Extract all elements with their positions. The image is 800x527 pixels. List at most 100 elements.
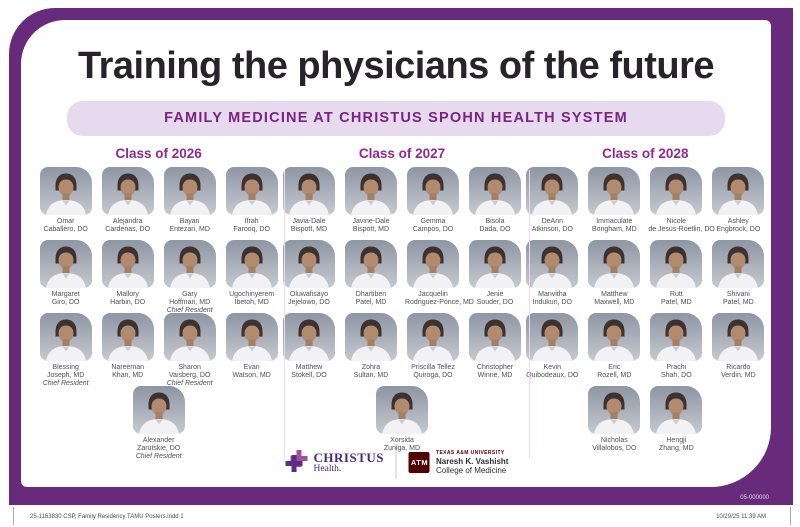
person-last-name: Rodriguez-Ponce, MD (404, 299, 474, 306)
person-card: Shivani Patel, MD (710, 240, 766, 307)
person-role: Chief Resident (135, 453, 182, 460)
person-photo (588, 386, 641, 434)
person-card: Gemma Campos, DO (405, 167, 461, 234)
headshot-placeholder-icon (406, 167, 459, 215)
person-card: Evan Watson, MD (224, 313, 280, 380)
person-last-name: Joseph, MD (46, 372, 85, 379)
tamu-wordmark: TEXAS A&M UNIVERSITY Naresh K. Vashisht … (436, 450, 508, 475)
person-row: DeAnn Atkinson, DO Immaculate Bongham, M… (524, 167, 767, 240)
person-photo (406, 240, 459, 288)
person-photo (344, 313, 397, 361)
headshot-placeholder-icon (468, 240, 521, 288)
headshot-placeholder-icon (526, 240, 579, 288)
person-first-name: Xorsida (390, 437, 414, 444)
headshot-placeholder-icon (712, 167, 765, 215)
person-last-name: Cardenas, DO (105, 226, 151, 233)
logo-divider (395, 445, 397, 479)
person-last-name: Bispott, MD (352, 226, 390, 233)
person-role: Chief Resident (166, 307, 213, 314)
person-photo (526, 240, 579, 288)
print-slug-timestamp: 10/29/25 11:39 AM (716, 514, 766, 520)
person-card: Matthew Maxwell, MD (586, 240, 642, 307)
headshot-placeholder-icon (101, 313, 154, 361)
person-first-name: Shivani (726, 291, 750, 298)
headshot-placeholder-icon (163, 167, 216, 215)
headshot-placeholder-icon (712, 313, 765, 361)
headshot-placeholder-icon (588, 313, 641, 361)
christus-wordmark: CHRISTUS Health. (314, 451, 384, 474)
person-first-name: Nicholas (600, 437, 628, 444)
person-first-name: Jacquelin (418, 291, 448, 298)
person-last-name: Campos, DO (412, 226, 454, 233)
person-row: Javia-Dale Bispott, MD Javine-Dale Bispo… (280, 167, 523, 240)
person-last-name: Jejelowo, DO (288, 299, 330, 306)
person-first-name: Zohra (361, 364, 381, 371)
poster-background: Training the physicians of the future FA… (9, 8, 793, 505)
person-photo (163, 167, 216, 215)
headshot-placeholder-icon (101, 167, 154, 215)
class-heading: Class of 2028 (602, 146, 689, 161)
headshot-placeholder-icon (406, 313, 459, 361)
person-card: Nicholas Villalobos, DO (586, 386, 642, 453)
person-last-name: Engbrock, DO (716, 226, 761, 233)
person-row: Nicholas Villalobos, DO Hengji Zhang, MD (524, 386, 767, 459)
class-heading: Class of 2026 (115, 146, 202, 161)
person-photo (650, 386, 703, 434)
crop-mark (790, 507, 791, 525)
person-photo (650, 313, 703, 361)
class-rows: Javia-Dale Bispott, MD Javine-Dale Bispo… (280, 167, 523, 459)
person-card: Hengji Zhang, MD (648, 386, 704, 453)
person-last-name: Watson, MD (232, 372, 271, 379)
person-card: Jacquelin Rodriguez-Ponce, MD (404, 240, 474, 307)
person-last-name: Villalobos, DO (592, 445, 637, 452)
person-last-name: Souder, DO (476, 299, 514, 306)
person-photo (101, 167, 154, 215)
person-card: Javia-Dale Bispott, MD (281, 167, 337, 234)
headshot-placeholder-icon (588, 240, 641, 288)
person-first-name: Nareeman (111, 364, 144, 371)
headshot-placeholder-icon (526, 167, 579, 215)
person-first-name: Sharon (178, 364, 201, 371)
person-card: Manvitha Indukuri, DO (524, 240, 580, 307)
person-first-name: Nicole (666, 218, 687, 225)
headshot-placeholder-icon (39, 240, 92, 288)
person-photo (375, 386, 428, 434)
person-first-name: Omar (56, 218, 75, 225)
person-last-name: Harbin, DO (110, 299, 146, 306)
person-first-name: Oluwafisayo (289, 291, 329, 298)
christus-word: CHRISTUS (313, 449, 384, 465)
person-card: Eric Rozell, MD (586, 313, 642, 380)
person-last-name: Stokell, DO (291, 372, 327, 379)
person-card: Ashley Engbrock, DO (710, 167, 766, 234)
headshot-placeholder-icon (526, 313, 579, 361)
person-photo (406, 167, 459, 215)
person-photo (588, 167, 641, 215)
headshot-placeholder-icon (588, 167, 641, 215)
person-photo (650, 240, 703, 288)
headshot-placeholder-icon (282, 240, 335, 288)
person-card: Jenie Souder, DO (467, 240, 523, 307)
subtitle-banner: FAMILY MEDICINE AT CHRISTUS SPOHN HEALTH… (67, 101, 725, 136)
person-role: Chief Resident (166, 380, 213, 387)
class-rows: Omar Caballero, DO Alejandra Cardenas, D… (37, 167, 280, 460)
person-photo (526, 313, 579, 361)
person-first-name: Eric (608, 364, 621, 371)
person-row: Margaret Giro, DO Mallory Harbin, DO (37, 240, 280, 314)
person-first-name: Margaret (51, 291, 80, 298)
person-last-name: Zhang, MD (659, 445, 694, 452)
person-card: DeAnn Atkinson, DO (524, 167, 580, 234)
person-first-name: Hengji (666, 437, 687, 444)
person-card: Bayan Entezari, MD (162, 167, 218, 234)
person-photo (282, 313, 335, 361)
person-card: Kevin Quibodeaux, DO (524, 313, 580, 380)
tamu-monogram-icon: ATM (408, 451, 430, 473)
headshot-placeholder-icon (163, 313, 216, 361)
headshot-placeholder-icon (132, 386, 185, 434)
headshot-placeholder-icon (344, 167, 397, 215)
person-last-name: Rozell, MD (597, 372, 632, 379)
person-first-name: Rutt (669, 291, 683, 298)
person-card: Mallory Harbin, DO (100, 240, 156, 307)
headshot-placeholder-icon (39, 167, 92, 215)
person-last-name: de Jesus-Roetlin, DO (648, 226, 715, 233)
